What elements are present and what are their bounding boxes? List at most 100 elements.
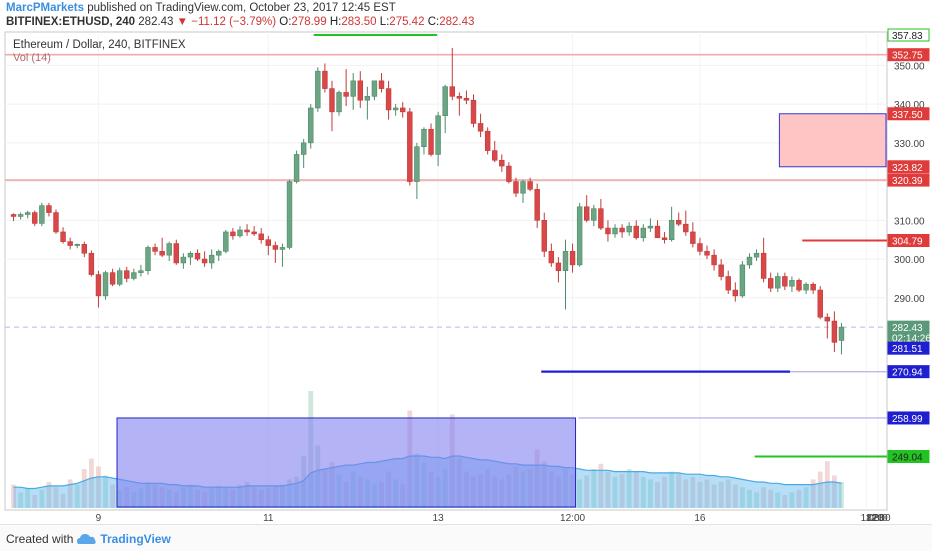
price-axis[interactable]: 290.00300.00310.00320.00330.00340.00350.… [887,28,931,464]
candle [414,142,420,200]
candle [173,239,179,265]
high-label: H: [329,16,342,28]
price-axis-label[interactable]: 304.79 [887,234,930,248]
volume-bar [605,471,611,508]
price-axis-label[interactable]: 258.99 [887,411,930,425]
candle [138,264,144,277]
publish-header: MarcPMarkets published on TradingView.co… [0,0,932,32]
volume-bar [46,482,52,508]
candle [838,322,845,355]
author-link[interactable]: MarcPMarkets [6,2,84,14]
candle [343,69,349,107]
price-axis-label[interactable]: 357.83 [887,28,930,42]
x-tick-label: 18 [861,513,873,524]
price-axis-label[interactable]: 281.51 [887,341,930,355]
candle [293,150,300,184]
price-axis-label[interactable]: 320.39 [887,173,930,187]
candle [449,47,455,101]
candle [499,154,505,172]
candle [725,270,731,294]
candle [817,286,823,320]
candle [244,224,250,236]
candle [95,270,102,308]
candle [216,249,222,262]
volume-bar [690,476,696,508]
price-axis-label[interactable]: 270.94 [887,365,930,379]
x-tick-label: 16 [694,513,706,524]
volume-bar [619,474,625,508]
price-axis-label[interactable]: 337.50 [887,107,930,121]
candle [576,202,583,267]
candle [527,177,533,192]
x-tick-label: 12:00 [560,513,585,524]
candle [336,90,342,116]
candle [237,226,243,238]
volume-bar [747,489,752,508]
candle [605,220,611,242]
candle [152,243,158,256]
candle [739,261,746,298]
candle [371,80,378,101]
volume-bar [782,495,788,508]
volume-bar [810,479,816,508]
volume-bar [718,482,724,508]
candle [400,102,406,118]
y-tick-label: 300.00 [894,255,925,266]
candle [350,73,356,110]
svg-text:02:14:26: 02:14:26 [892,334,931,345]
candle [39,202,45,227]
volume-bar [612,476,618,508]
volume-indicator-label: Vol (14) [13,52,51,64]
volume-bar [647,479,653,508]
tradingview-logo[interactable]: TradingView [77,532,171,546]
symbol-label: BITFINEX:ETHUSD, 240 [6,16,136,28]
publish-info: published on TradingView.com, October 23… [87,2,396,14]
price-axis-label[interactable]: 323.82 [887,160,930,174]
candle [208,249,215,269]
price-axis-label[interactable]: 02:14:26 [887,331,931,345]
price-axis-label[interactable]: 249.04 [887,450,930,464]
candle [378,73,385,93]
candle [477,113,484,138]
candle [407,107,413,186]
candle [159,237,165,258]
price-zone[interactable] [116,417,577,508]
open-value: 278.99 [291,16,327,28]
price-zone[interactable] [778,113,887,168]
candle [647,218,654,232]
volume-bar [768,489,774,508]
zones [116,113,887,508]
svg-text:270.94: 270.94 [892,368,923,379]
candle [661,231,668,244]
volume-bar [803,487,809,508]
candle [753,249,760,262]
candle [520,179,526,203]
volume-bar [39,489,45,508]
high-value: 283.50 [341,16,377,28]
volume-bar [831,475,837,508]
volume-bar [725,479,731,508]
candle [223,230,229,254]
price-chart[interactable]: 290.00300.00310.00320.00330.00340.00350.… [0,0,932,524]
candle [46,202,52,217]
candle [124,266,130,283]
volume-bar [817,471,823,508]
low-value: 275.42 [389,16,425,28]
x-tick-label: 08:0 [868,513,888,524]
candle [166,241,172,262]
candle [463,90,470,105]
tradingview-brand: TradingView [100,532,171,546]
candle [442,84,448,134]
chart-title: Ethereum / Dollar, 240, BITFINEX [13,39,186,51]
close-value: 282.43 [439,16,475,28]
candle [718,259,724,281]
candle [767,272,774,292]
candle [760,237,767,283]
svg-text:249.04: 249.04 [892,453,923,464]
candle [711,249,717,271]
candle [584,195,590,223]
svg-text:281.51: 281.51 [892,344,923,355]
price-axis-label[interactable]: 352.75 [887,48,930,62]
candle [789,276,795,292]
